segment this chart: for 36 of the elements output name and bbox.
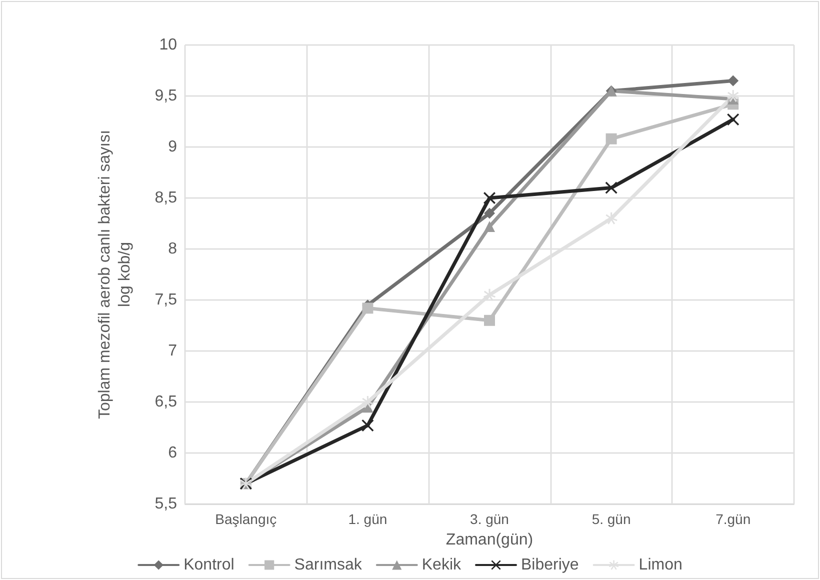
point xyxy=(362,419,374,432)
legend-label: Kontrol xyxy=(184,556,234,574)
point xyxy=(484,192,496,204)
point xyxy=(484,221,495,232)
point xyxy=(484,314,495,326)
point xyxy=(484,208,495,219)
x-tick-label: Başlangıç xyxy=(215,511,277,527)
y-tick-label: 9,5 xyxy=(154,88,178,104)
legend-label: Kekik xyxy=(422,556,462,574)
y-tick-label: 9 xyxy=(168,138,178,156)
y-tick-label: 7,5 xyxy=(154,292,178,308)
y-tick-label: 6 xyxy=(168,444,178,462)
point xyxy=(605,212,618,224)
point xyxy=(727,90,740,102)
point xyxy=(362,302,374,314)
point xyxy=(727,113,740,126)
point xyxy=(728,75,739,86)
y-tick-label: 7 xyxy=(168,342,178,360)
point xyxy=(362,396,374,408)
legend-label: Sarımsak xyxy=(294,556,363,574)
point xyxy=(605,182,618,194)
y-axis-title: Toplam mezofil aerob canlı bakteri sayısı log kob/g xyxy=(96,130,134,420)
y-tick-label: 5,5 xyxy=(154,496,178,512)
x-tick-label: 3. gün xyxy=(470,511,509,527)
legend-label: Biberiye xyxy=(521,556,579,574)
y-tick-label: 10 xyxy=(159,36,178,54)
y-tick-label: 8 xyxy=(168,240,178,258)
x-axis-title: Zaman(gün) xyxy=(446,532,534,548)
x-tick-label: 1. gün xyxy=(348,511,388,527)
x-tick-label: 7.gün xyxy=(716,511,751,527)
legend-label: Limon xyxy=(638,556,682,574)
x-tick-label: 5. gün xyxy=(592,511,631,527)
y-tick-label: 6,5 xyxy=(154,394,178,410)
point xyxy=(606,133,617,144)
y-tick-label: 8,5 xyxy=(154,190,178,206)
point xyxy=(484,288,496,301)
